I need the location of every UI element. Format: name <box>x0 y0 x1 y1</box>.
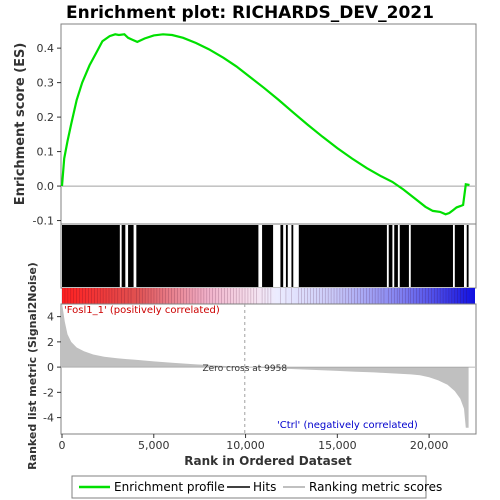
ranking-color-stripes <box>61 288 467 304</box>
es-y-axis-label: Enrichment score (ES) <box>13 43 28 206</box>
metric-y-tick-label: 0 <box>47 361 54 374</box>
ranking-metric-area <box>62 304 469 428</box>
es-y-tick-label: 0.4 <box>37 42 55 55</box>
es-y-tick-label: 0.1 <box>37 146 55 159</box>
es-y-tick-label: -0.1 <box>33 215 54 228</box>
hit-block <box>298 225 387 287</box>
enrichment-profile-line <box>60 33 470 216</box>
negative-correlation-label: 'Ctrl' (negatively correlated) <box>277 420 418 431</box>
hits-panel <box>60 223 477 304</box>
metric-y-tick-label: -2 <box>43 386 54 399</box>
hit-block <box>280 225 284 287</box>
legend-label-hits: Hits <box>253 480 276 494</box>
x-tick-label: 15,000 <box>318 439 357 452</box>
es-y-tick-label: 0.0 <box>37 180 55 193</box>
ranking-color-bar <box>62 288 475 304</box>
positive-correlation-label: 'Fosl1_1' (positively correlated) <box>64 305 220 316</box>
es-panel: -0.1 0.0 0.1 0.2 0.3 0.4 Enrichment score (ES… <box>13 23 477 228</box>
legend-label-metric: Ranking metric scores <box>309 480 442 494</box>
x-tick-label: 10,000 <box>226 439 265 452</box>
x-tick-label: 20,000 <box>410 439 449 452</box>
es-plot-frame <box>60 23 477 225</box>
metric-x-ticks: 0 5,000 10,000 15,000 20,000 <box>59 434 449 452</box>
hit-block <box>62 225 120 287</box>
legend-label-enrichment: Enrichment profile <box>114 480 225 494</box>
hit-block <box>394 225 398 287</box>
hit-block <box>410 225 453 287</box>
hit-block <box>388 225 393 287</box>
legend: Enrichment profile Hits Ranking metric s… <box>71 475 442 499</box>
metric-y-axis-label: Ranked list metric (Signal2Noise) <box>26 262 39 470</box>
x-tick-label: 0 <box>59 439 66 452</box>
hit-block <box>291 225 294 287</box>
hit-block <box>262 225 274 287</box>
hit-block <box>399 225 409 287</box>
hit-block <box>121 225 126 287</box>
metric-y-tick-label: 2 <box>47 336 54 349</box>
metric-y-tick-label: -4 <box>43 412 54 425</box>
metric-y-tick-label: 4 <box>47 311 54 324</box>
hit-block <box>466 225 469 287</box>
es-y-ticks: -0.1 0.0 0.1 0.2 0.3 0.4 <box>33 42 61 228</box>
hit-block <box>128 225 134 287</box>
metric-panel: Zero cross at 9958 'Fosl1_1' (positively… <box>26 262 477 470</box>
es-y-tick-label: 0.2 <box>37 111 55 124</box>
es-y-tick-label: 0.3 <box>37 77 55 90</box>
metric-y-ticks: -4 -2 0 2 4 <box>43 311 61 425</box>
hit-block <box>285 225 288 287</box>
hit-markers <box>62 225 469 287</box>
x-axis-label: Rank in Ordered Dataset <box>184 454 352 468</box>
chart-title: Enrichment plot: RICHARDS_DEV_2021 <box>66 3 434 23</box>
hit-block <box>136 225 259 287</box>
hit-block <box>454 225 464 287</box>
x-tick-label: 5,000 <box>138 439 170 452</box>
zero-cross-label: Zero cross at 9958 <box>202 364 287 374</box>
